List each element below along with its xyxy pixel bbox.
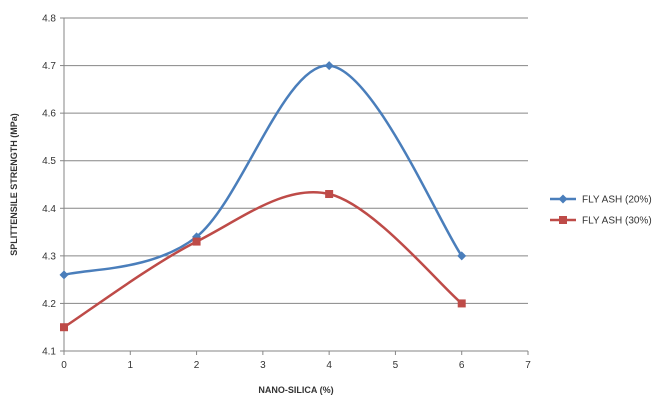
y-tick-label: 4.2 xyxy=(42,299,56,310)
legend-marker xyxy=(559,216,567,224)
data-point xyxy=(457,299,466,308)
data-point xyxy=(457,251,467,261)
y-tick-label: 4.3 xyxy=(42,251,56,262)
y-tick-label: 4.7 xyxy=(42,61,56,72)
data-point xyxy=(325,190,334,199)
y-tick-label: 4.8 xyxy=(42,14,56,25)
data-point xyxy=(192,237,201,246)
series-line xyxy=(63,191,463,329)
y-tick-label: 4.4 xyxy=(42,204,56,215)
gridlines xyxy=(64,17,528,304)
x-tick-label: 7 xyxy=(525,360,531,371)
legend-label: FLY ASH (20%) xyxy=(582,195,652,206)
data-point xyxy=(59,270,69,280)
legend-marker xyxy=(558,194,568,204)
y-tick-label: 4.5 xyxy=(42,156,56,167)
tick-labels: 4.1 4.2 4.3 4.4 4.5 4.6 4.7 4.8 0 1 2 3 4 5 6 7 xyxy=(42,14,531,372)
legend-entry: FLY ASH (20%) xyxy=(550,194,652,206)
data-point xyxy=(60,323,68,332)
x-tick-label: 3 xyxy=(260,360,266,371)
y-tick-label: 4.6 xyxy=(42,109,56,120)
series-line xyxy=(63,64,463,277)
x-tick-label: 6 xyxy=(459,360,465,371)
axes xyxy=(63,18,528,352)
legend-entry: FLY ASH (30%) xyxy=(550,216,652,227)
data-point xyxy=(324,61,334,71)
x-tick-label: 1 xyxy=(128,360,134,371)
x-tick-label: 4 xyxy=(326,360,332,371)
series-2 xyxy=(60,190,466,332)
data-series xyxy=(59,61,467,332)
x-tick-label: 2 xyxy=(194,360,200,371)
y-axis-title: SPLITTENSILE STRENGTH (MPa) xyxy=(9,113,19,256)
legend-label: FLY ASH (30%) xyxy=(582,216,652,227)
legend: FLY ASH (20%) FLY ASH (30%) xyxy=(550,194,652,227)
x-axis-title: NANO-SILICA (%) xyxy=(258,385,333,395)
x-tick-label: 5 xyxy=(393,360,399,371)
x-tick-label: 0 xyxy=(61,360,67,371)
y-tick-label: 4.1 xyxy=(42,347,56,358)
